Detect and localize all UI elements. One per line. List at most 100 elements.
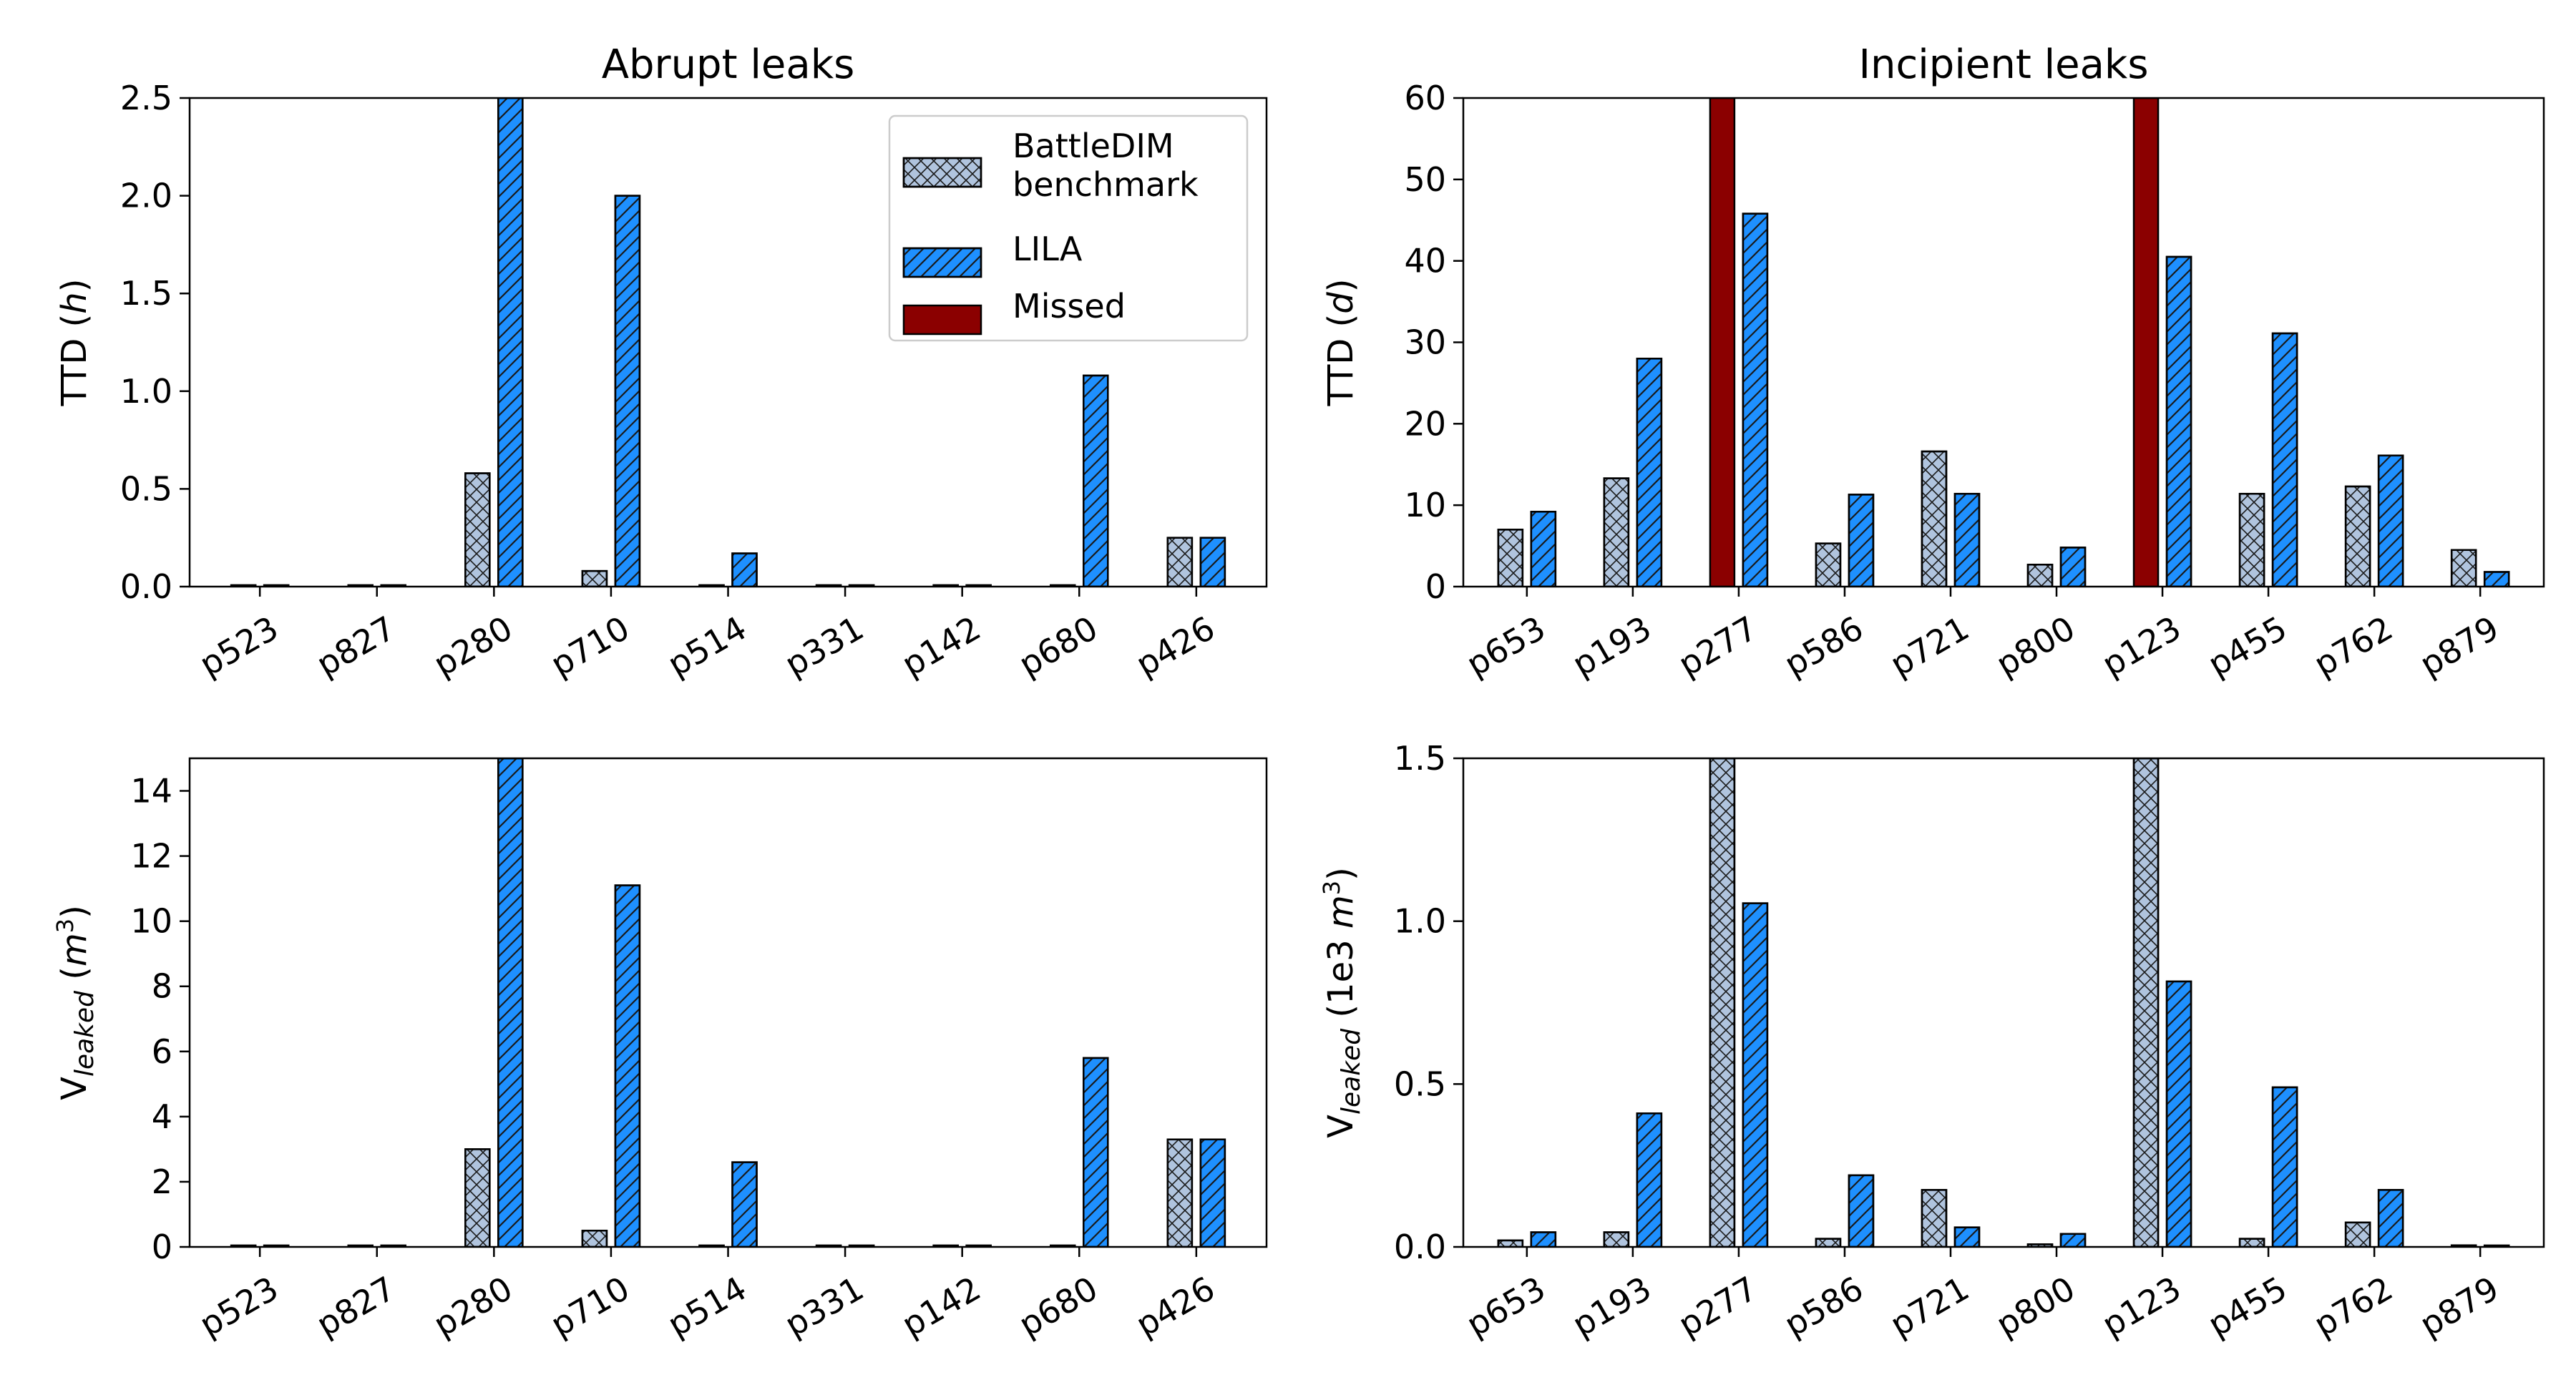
y-tick-label: 0.0 <box>1394 1228 1446 1266</box>
bar-hatch-p123 <box>2132 758 2160 1247</box>
bar-hatch-p680 <box>1083 1057 1109 1247</box>
bar-hatch-p455 <box>2271 1086 2298 1247</box>
bar-hatch-p721 <box>1953 492 1981 587</box>
x-tick-label: p277 <box>1672 1269 1763 1344</box>
bars <box>230 758 1226 1247</box>
x-tick-label: p762 <box>2308 609 2399 684</box>
bar-hatch-p426 <box>1199 537 1226 587</box>
bar-hatch-p514 <box>731 552 758 587</box>
chart-panel-4: 0.0 0.5 1.0 1.5 p653 p193 p277 p586 p721 p800 p123… <box>1318 739 2545 1344</box>
legend-label: BattleDIM <box>1013 127 1174 165</box>
x-tick-label: p455 <box>2202 609 2293 684</box>
legend-swatch-3 <box>902 304 982 336</box>
x-tick-label: p514 <box>661 1269 753 1344</box>
bar-hatch-p277 <box>1742 902 1769 1247</box>
x-tick-label: p586 <box>1777 1269 1869 1344</box>
bar-hatch-p762 <box>2377 454 2404 587</box>
x-tick-label: p800 <box>1989 1269 2081 1344</box>
x-tick-label: p455 <box>2202 1269 2293 1344</box>
bar-hatch-p280 <box>464 1148 491 1247</box>
x-tick-label: p721 <box>1883 609 1975 684</box>
x-tick-label: p523 <box>193 609 285 684</box>
bar-hatch-p721 <box>1921 1189 1948 1247</box>
x-tick-label: p142 <box>895 609 987 684</box>
y-tick-label: 60 <box>1404 79 1446 117</box>
x-tick-label: p331 <box>779 609 870 684</box>
legend-label: Missed <box>1013 287 1126 326</box>
x-tick-label: p123 <box>2095 1269 2187 1344</box>
x-tick-label: p653 <box>1460 1269 1551 1344</box>
bar-hatch-p280 <box>497 758 524 1247</box>
x-tick-label: p879 <box>2414 1269 2505 1344</box>
y-tick-label: 10 <box>1404 486 1446 524</box>
chart-title: Incipient leaks <box>1858 41 2148 88</box>
bar-hatch-p800 <box>2059 547 2087 587</box>
bar-hatch-p193 <box>1636 1112 1663 1247</box>
y-axis-label: TTD (h) <box>54 279 94 407</box>
bar-hatch-p123 <box>2165 980 2192 1247</box>
chart-title: Abrupt leaks <box>602 41 855 88</box>
x-tick-label: p514 <box>661 609 753 684</box>
y-tick-label: 12 <box>130 837 172 876</box>
x-tick-label: p142 <box>895 1269 987 1344</box>
x-tick-label: p426 <box>1129 609 1221 684</box>
y-axis-label: TTD (d) <box>1321 279 1361 407</box>
bar-hatch-p710 <box>581 1229 608 1247</box>
bar-hatch-p123 <box>2165 255 2192 587</box>
x-tick-label: p277 <box>1672 609 1763 684</box>
y-tick-label: 4 <box>152 1097 172 1136</box>
bar-hatch-p762 <box>2377 1189 2404 1247</box>
y-tick-label: 6 <box>152 1032 172 1071</box>
bar-hatch-p710 <box>581 569 608 587</box>
bar-hatch-p762 <box>2344 485 2371 587</box>
bar-hatch-p455 <box>2238 492 2265 587</box>
x-tick-label: p879 <box>2414 609 2505 684</box>
y-tick-label: 10 <box>130 902 172 941</box>
x-tick-label: p800 <box>1989 609 2081 684</box>
y-tick-label: 30 <box>1404 323 1446 362</box>
y-tick-label: 0 <box>152 1228 172 1266</box>
bar-hatch-p426 <box>1199 1138 1226 1247</box>
x-tick-label: p710 <box>544 1269 635 1344</box>
y-tick-label: 8 <box>152 967 172 1006</box>
bar-hatch-p653 <box>1497 1239 1524 1247</box>
x-tick-label: p680 <box>1013 1269 1104 1344</box>
bar-hatch-p280 <box>497 98 524 587</box>
bar-hatch-p455 <box>2271 332 2298 587</box>
bar-hatch-p586 <box>1848 494 1875 587</box>
y-tick-label: 2.5 <box>120 79 172 117</box>
x-tick-label: p586 <box>1777 609 1869 684</box>
axes-frame <box>1462 757 2545 1248</box>
bar-hatch-p277 <box>1742 212 1769 587</box>
bar-hatch-p586 <box>1848 1174 1875 1247</box>
bars <box>230 98 1226 587</box>
x-tick-label: p710 <box>544 609 635 684</box>
x-tick-label: p280 <box>427 609 519 684</box>
bars <box>1497 758 2510 1247</box>
x-tick-label: p762 <box>2308 1269 2399 1344</box>
x-tick-label: p123 <box>2095 609 2187 684</box>
x-tick-label: p721 <box>1883 1269 1975 1344</box>
chart-panel-3: 0 2 4 6 8 10 12 14 p523 p827 p280 p710 p514 p331 p142 p… <box>52 757 1268 1344</box>
bar-hatch-p653 <box>1530 1231 1557 1247</box>
bar-hatch-p721 <box>1921 450 1948 587</box>
x-tick-label: p193 <box>1566 609 1657 684</box>
legend-swatch-hatch <box>902 157 982 188</box>
bar-hatch-p653 <box>1497 529 1524 587</box>
y-axis-label: Vleaked (m3) <box>52 905 99 1100</box>
y-tick-label: 1.5 <box>120 274 172 313</box>
y-tick-label: 0.5 <box>1394 1064 1446 1103</box>
y-axis-label: Vleaked (1e3 m3) <box>1318 867 1366 1138</box>
legend-swatch-hatch <box>902 247 982 278</box>
y-tick-label: 1.5 <box>1394 739 1446 778</box>
bar-p277-missed <box>1709 98 1736 587</box>
legend-label: benchmark <box>1013 165 1199 204</box>
y-tick-label: 0.0 <box>120 567 172 606</box>
bar-hatch-p653 <box>1530 511 1557 587</box>
bar-p123-missed <box>2132 98 2160 587</box>
bar-hatch-p800 <box>2059 1233 2087 1247</box>
x-tick-label: p331 <box>779 1269 870 1344</box>
y-tick-label: 2 <box>152 1162 172 1201</box>
